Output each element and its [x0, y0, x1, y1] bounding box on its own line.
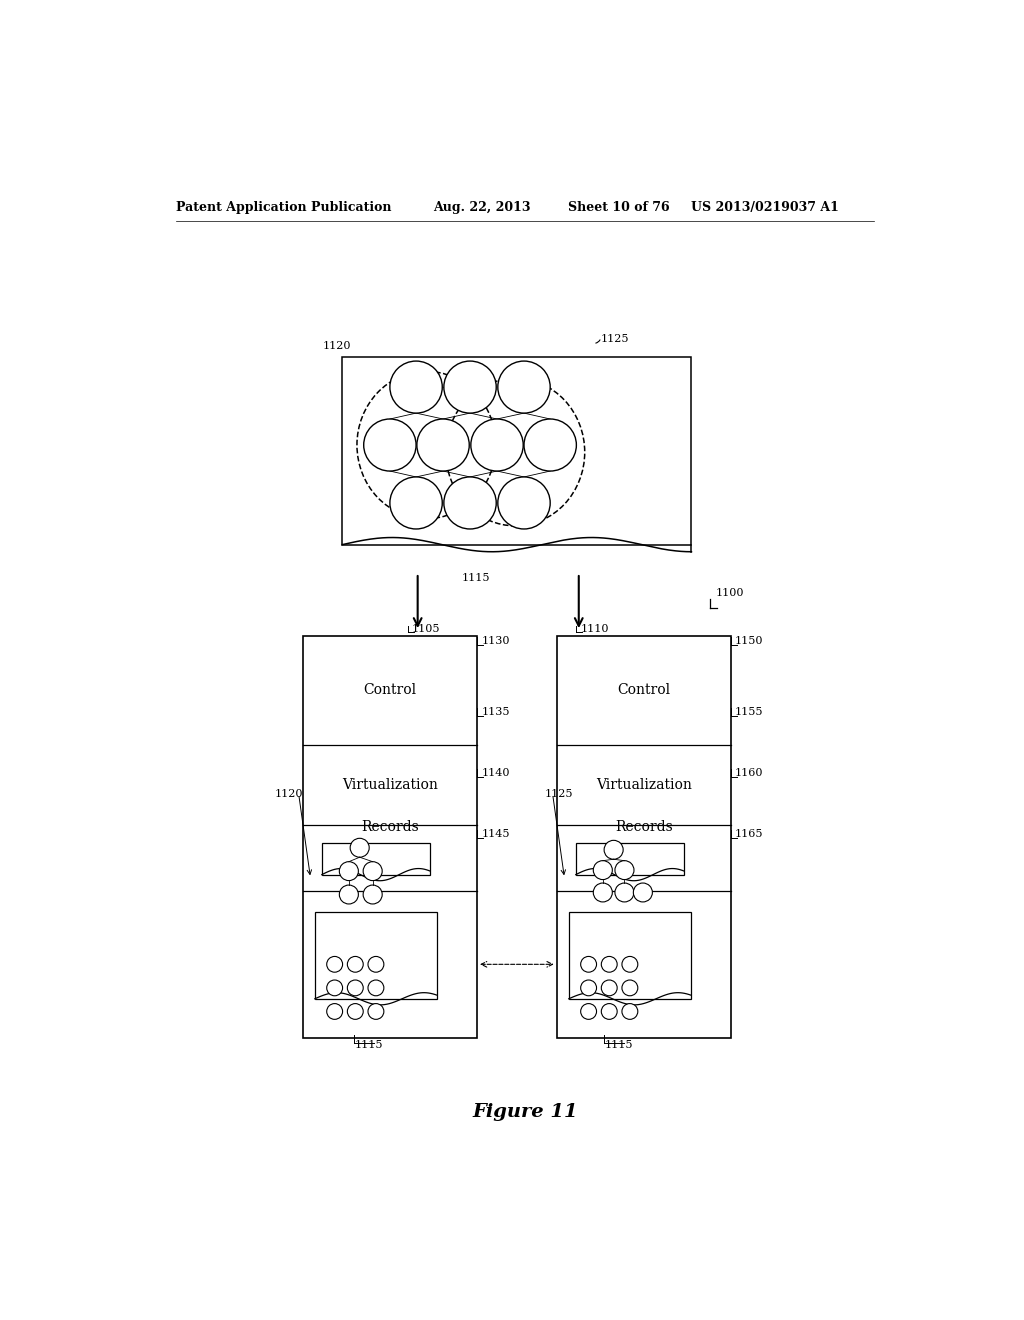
Ellipse shape	[350, 838, 370, 857]
Ellipse shape	[443, 362, 497, 413]
Text: 1105: 1105	[412, 624, 440, 634]
Ellipse shape	[443, 477, 497, 529]
Ellipse shape	[633, 883, 652, 902]
Ellipse shape	[390, 362, 442, 413]
Ellipse shape	[471, 418, 523, 471]
Text: 1120: 1120	[323, 342, 351, 351]
Text: Sheet 10 of 76: Sheet 10 of 76	[568, 201, 670, 214]
Text: 1120: 1120	[274, 788, 303, 799]
Text: 1140: 1140	[481, 768, 510, 779]
Ellipse shape	[581, 957, 597, 973]
Ellipse shape	[601, 1003, 617, 1019]
Ellipse shape	[622, 1003, 638, 1019]
Ellipse shape	[593, 861, 612, 879]
Text: Virtualization: Virtualization	[596, 777, 692, 792]
Text: PTD: PTD	[375, 932, 404, 946]
Text: 1115: 1115	[461, 573, 489, 583]
Ellipse shape	[364, 884, 382, 904]
Text: Figure 11: Figure 11	[472, 1102, 578, 1121]
Ellipse shape	[347, 957, 364, 973]
Text: Virtualization: Virtualization	[342, 777, 438, 792]
Text: Patent Application Publication: Patent Application Publication	[176, 201, 391, 214]
Ellipse shape	[347, 1003, 364, 1019]
Bar	[575, 843, 684, 875]
Ellipse shape	[368, 1003, 384, 1019]
Ellipse shape	[581, 979, 597, 995]
Bar	[342, 356, 691, 545]
Text: 1135: 1135	[481, 708, 510, 717]
Ellipse shape	[339, 862, 358, 880]
Text: 1150: 1150	[735, 636, 764, 647]
Text: 1155: 1155	[735, 708, 764, 717]
Ellipse shape	[581, 1003, 597, 1019]
Ellipse shape	[327, 1003, 343, 1019]
Ellipse shape	[498, 362, 550, 413]
Bar	[557, 636, 731, 1038]
Ellipse shape	[601, 979, 617, 995]
Ellipse shape	[327, 957, 343, 973]
Text: 1145: 1145	[481, 829, 510, 840]
Text: 1100: 1100	[715, 589, 743, 598]
Ellipse shape	[347, 979, 364, 995]
Text: 1165: 1165	[735, 829, 764, 840]
Text: Records: Records	[615, 821, 673, 834]
Text: 1115: 1115	[604, 1040, 633, 1049]
Ellipse shape	[327, 979, 343, 995]
Ellipse shape	[390, 477, 442, 529]
Bar	[314, 912, 437, 999]
Text: Aug. 22, 2013: Aug. 22, 2013	[433, 201, 531, 214]
Ellipse shape	[339, 884, 358, 904]
Ellipse shape	[364, 862, 382, 880]
Ellipse shape	[417, 418, 469, 471]
Bar	[322, 843, 430, 875]
Ellipse shape	[364, 418, 416, 471]
Ellipse shape	[368, 957, 384, 973]
Ellipse shape	[368, 979, 384, 995]
Text: 1125: 1125	[545, 788, 573, 799]
Text: PTD: PTD	[629, 932, 658, 946]
Text: 1110: 1110	[581, 624, 609, 634]
Bar	[303, 636, 477, 1038]
Ellipse shape	[593, 883, 612, 902]
Ellipse shape	[498, 477, 550, 529]
Ellipse shape	[622, 957, 638, 973]
Text: 1160: 1160	[735, 768, 764, 779]
Text: 1115: 1115	[354, 1040, 383, 1049]
Ellipse shape	[601, 957, 617, 973]
Text: 1130: 1130	[481, 636, 510, 647]
Bar	[568, 912, 691, 999]
Text: 1125: 1125	[600, 334, 629, 345]
Ellipse shape	[615, 883, 634, 902]
Text: Control: Control	[617, 684, 671, 697]
Text: Control: Control	[364, 684, 417, 697]
Ellipse shape	[615, 861, 634, 879]
Text: Records: Records	[361, 821, 419, 834]
Ellipse shape	[524, 418, 577, 471]
Ellipse shape	[604, 841, 624, 859]
Ellipse shape	[622, 979, 638, 995]
Text: US 2013/0219037 A1: US 2013/0219037 A1	[691, 201, 840, 214]
